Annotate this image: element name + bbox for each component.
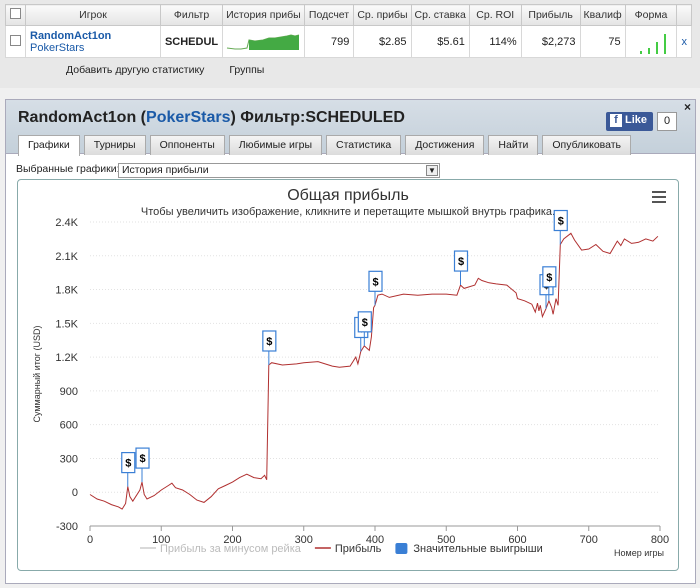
- y-tick-label: 600: [60, 420, 78, 432]
- x-tick-label: 800: [651, 534, 669, 546]
- x-tick-label: 600: [508, 534, 526, 546]
- page-title: RandomAct1on (PokerStars) Фильтр:SCHEDUL…: [18, 109, 405, 126]
- profit-chart[interactable]: Общая прибыль Чтобы увеличить изображени…: [17, 179, 679, 571]
- big-win-flag: [453, 250, 469, 272]
- big-win-label: $: [558, 216, 564, 228]
- col-filter[interactable]: Фильтр: [159, 4, 224, 26]
- big-win-flag: [262, 330, 277, 352]
- y-tick-label: 900: [60, 386, 78, 398]
- x-tick-label: 300: [295, 534, 313, 546]
- x-axis-title: Номер игры: [614, 548, 664, 558]
- y-tick-label: 1.2K: [55, 352, 78, 364]
- big-win-label: $: [125, 458, 131, 470]
- tab-4[interactable]: Статистика: [326, 135, 402, 155]
- like-count: 0: [657, 112, 677, 131]
- col-qualif[interactable]: Квалиф: [579, 4, 626, 26]
- col-history[interactable]: История прибы: [222, 4, 305, 26]
- tab-2[interactable]: Оппоненты: [149, 135, 225, 155]
- big-win-label: $: [362, 317, 368, 329]
- site-link[interactable]: PokerStars: [30, 41, 85, 54]
- tab-7[interactable]: Опубликовать: [542, 135, 632, 155]
- profit-line: [89, 232, 659, 510]
- big-win-flag: [121, 451, 136, 474]
- col-form[interactable]: Форма: [624, 4, 678, 26]
- col-count[interactable]: Подсчет: [303, 4, 355, 26]
- chart-select[interactable]: История прибыли ▼: [118, 163, 440, 178]
- profit-cell: $2,273: [520, 25, 581, 58]
- tab-3[interactable]: Любимые игры: [228, 135, 323, 155]
- y-tick-label: 0: [72, 487, 78, 499]
- y-axis-title: Суммарный итог (USD): [32, 325, 42, 422]
- select-all-checkbox[interactable]: [5, 4, 26, 26]
- big-win-label: $: [372, 276, 378, 288]
- y-tick-label: 2.1K: [55, 251, 78, 263]
- x-tick-label: 200: [223, 534, 241, 546]
- big-win-flag: [542, 266, 557, 288]
- filter-cell: SCHEDUL: [159, 25, 224, 58]
- stats-table: Игрок Фильтр История прибы Подсчет Ср. п…: [5, 4, 692, 58]
- col-avg-stake[interactable]: Ср. ставка: [410, 4, 470, 26]
- legend-item: Прибыль за минусом рейка: [160, 543, 302, 555]
- x-tick-label: 500: [437, 534, 455, 546]
- history-sparkline: [222, 25, 305, 58]
- form-bars: [624, 25, 678, 58]
- chart-title: Общая прибыль: [287, 187, 409, 204]
- count-cell: 799: [303, 25, 355, 58]
- avg-stake-cell: $5.61: [410, 25, 470, 58]
- chart-canvas: -300 0 300 600 900 1.2K 1.5K 1.8K 2.1K 2.4K 0 100 20…: [32, 209, 669, 558]
- player-link[interactable]: RandomAct1on: [30, 29, 112, 42]
- big-win-label: $: [266, 336, 272, 348]
- tab-0[interactable]: Графики: [18, 135, 80, 156]
- stats-panel: Игрок Фильтр История прибы Подсчет Ср. п…: [0, 0, 700, 88]
- qualif-cell: 75: [579, 25, 626, 58]
- legend-item: Прибыль: [335, 543, 382, 555]
- facebook-icon: f: [610, 114, 622, 127]
- tab-1[interactable]: Турниры: [83, 135, 146, 155]
- col-player[interactable]: Игрок: [25, 4, 161, 26]
- tab-5[interactable]: Достижения: [405, 135, 485, 155]
- x-tick-label: 700: [580, 534, 598, 546]
- big-win-flag: [553, 209, 568, 232]
- x-tick-label: 100: [152, 534, 170, 546]
- facebook-like-button[interactable]: f Like: [606, 112, 654, 131]
- avg-profit-cell: $2.85: [353, 25, 412, 58]
- remove-row-button[interactable]: x: [676, 25, 692, 58]
- groups-link[interactable]: Группы: [229, 64, 265, 76]
- col-avg-roi[interactable]: Ср. ROI: [468, 4, 522, 26]
- y-tick-label: 300: [60, 453, 78, 465]
- avg-roi-cell: 114%: [468, 25, 522, 58]
- close-icon[interactable]: ×: [683, 100, 691, 114]
- row-checkbox[interactable]: [5, 25, 26, 58]
- big-win-flag: [368, 270, 383, 292]
- x-tick-label: 0: [87, 534, 93, 546]
- title-site-link[interactable]: PokerStars: [146, 109, 231, 126]
- table-row: RandomAct1on PokerStars SCHEDUL 799 $2.8…: [5, 25, 692, 58]
- big-win-label: $: [458, 256, 464, 268]
- chevron-down-icon[interactable]: ▼: [426, 165, 438, 176]
- col-profit[interactable]: Прибыль: [520, 4, 581, 26]
- big-win-flag: [357, 311, 372, 333]
- chart-menu-icon[interactable]: [652, 191, 666, 206]
- chart-select-label: Выбранные графики:: [16, 163, 120, 175]
- y-tick-label: 1.8K: [55, 285, 78, 297]
- big-win-label: $: [546, 272, 552, 284]
- legend-item: Значительные выигрыши: [413, 543, 542, 555]
- add-stat-link[interactable]: Добавить другую статистику: [66, 64, 205, 76]
- x-tick-label: 400: [366, 534, 384, 546]
- col-avg-profit[interactable]: Ср. прибы: [353, 4, 412, 26]
- big-win-label: $: [139, 453, 145, 465]
- player-panel: RandomAct1on (PokerStars) Фильтр:SCHEDUL…: [5, 99, 696, 584]
- y-tick-label: 1.5K: [55, 318, 78, 330]
- big-win-flag: [135, 447, 150, 469]
- y-tick-label: -300: [56, 521, 78, 533]
- y-tick-label: 2.4K: [55, 217, 78, 229]
- tab-bar: Графики Турниры Оппоненты Любимые игры Стати…: [18, 135, 632, 156]
- tab-6[interactable]: Найти: [488, 135, 539, 155]
- chart-subtitle: Чтобы увеличить изображение, кликните и …: [140, 206, 556, 218]
- legend-swatch: [395, 543, 408, 554]
